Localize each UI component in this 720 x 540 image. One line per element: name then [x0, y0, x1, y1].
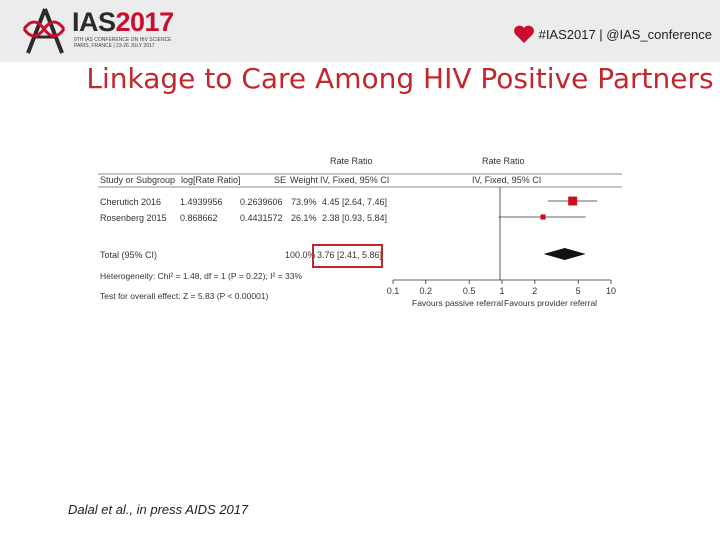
- total-diamond: [543, 248, 586, 260]
- forest-plot: Rate Ratio Rate Ratio Study or Subgroup …: [98, 156, 622, 308]
- x-tick-label-5: 5: [576, 286, 581, 296]
- x-tick-label-1: 1: [499, 286, 504, 296]
- study-name-2: Rosenberg 2015: [100, 213, 167, 223]
- slide-title: Linkage to Care Among HIV Positive Partn…: [86, 62, 714, 95]
- citation: Dalal et al., in press AIDS 2017: [68, 502, 249, 517]
- header-rate-ratio-left: Rate Ratio: [330, 156, 373, 166]
- favours-right: Favours provider referral: [504, 298, 597, 308]
- logo-ias: IAS: [72, 7, 116, 37]
- study-weight-2: 26.1%: [291, 213, 317, 223]
- social-text: #IAS2017 | @IAS_conference: [538, 26, 712, 42]
- logo-subtitle: 9TH IAS CONFERENCE ON HIV SCIENCE PARIS,…: [74, 37, 172, 49]
- total-name: Total (95% CI): [100, 250, 157, 260]
- col-ci-right: IV, Fixed, 95% CI: [472, 175, 541, 185]
- header-bar: IAS2017 9TH IAS CONFERENCE ON HIV SCIENC…: [0, 0, 720, 62]
- logo-subtitle-line-1: 9TH IAS CONFERENCE ON HIV SCIENCE: [74, 37, 172, 43]
- total-ci: 3.76 [2.41, 5.86]: [317, 250, 382, 260]
- study-se-1: 0.2639606: [240, 197, 283, 207]
- total-ci-highlight: [312, 244, 383, 268]
- col-log-rr: log[Rate Ratio]: [181, 175, 241, 185]
- study-logrr-1: 1.4939956: [180, 197, 223, 207]
- col-ci-left: IV, Fixed, 95% CI: [320, 175, 389, 185]
- col-study: Study or Subgroup: [100, 175, 175, 185]
- total-weight: 100.0%: [285, 250, 316, 260]
- study-marker-1: [568, 196, 578, 206]
- col-se: SE: [274, 175, 286, 185]
- ias-logo-icon: [22, 8, 66, 54]
- x-tick-label-2: 2: [532, 286, 537, 296]
- social-hashtag: #IAS2017 | @IAS_conference: [513, 24, 712, 44]
- study-se-2: 0.4431572: [240, 213, 283, 223]
- logo-wordmark: IAS2017: [72, 8, 174, 36]
- heart-icon: [513, 25, 534, 43]
- heterogeneity-text: Heterogeneity: Chi² = 1.48, df = 1 (P = …: [100, 271, 303, 281]
- x-tick-label-0.1: 0.1: [387, 286, 400, 296]
- study-name-1: Cherutich 2016: [100, 197, 161, 207]
- logo-year: 2017: [115, 7, 175, 37]
- x-tick-label-0.2: 0.2: [420, 286, 433, 296]
- favours-left: Favours passive referral: [412, 298, 503, 308]
- col-weight: Weight: [290, 175, 318, 185]
- study-marker-2: [540, 214, 546, 220]
- logo-subtitle-line-2: PARIS, FRANCE | 23-26 JULY 2017: [74, 43, 155, 49]
- study-ci-1: 4.45 [2.64, 7.46]: [322, 197, 387, 207]
- x-tick-label-10: 10: [606, 286, 616, 296]
- overall-effect-text: Test for overall effect: Z = 5.83 (P < 0…: [100, 291, 269, 301]
- x-tick-label-0.5: 0.5: [463, 286, 476, 296]
- study-logrr-2: 0.868662: [180, 213, 218, 223]
- study-ci-2: 2.38 [0.93, 5.84]: [322, 213, 387, 223]
- study-weight-1: 73.9%: [291, 197, 317, 207]
- header-rate-ratio-right: Rate Ratio: [482, 156, 525, 166]
